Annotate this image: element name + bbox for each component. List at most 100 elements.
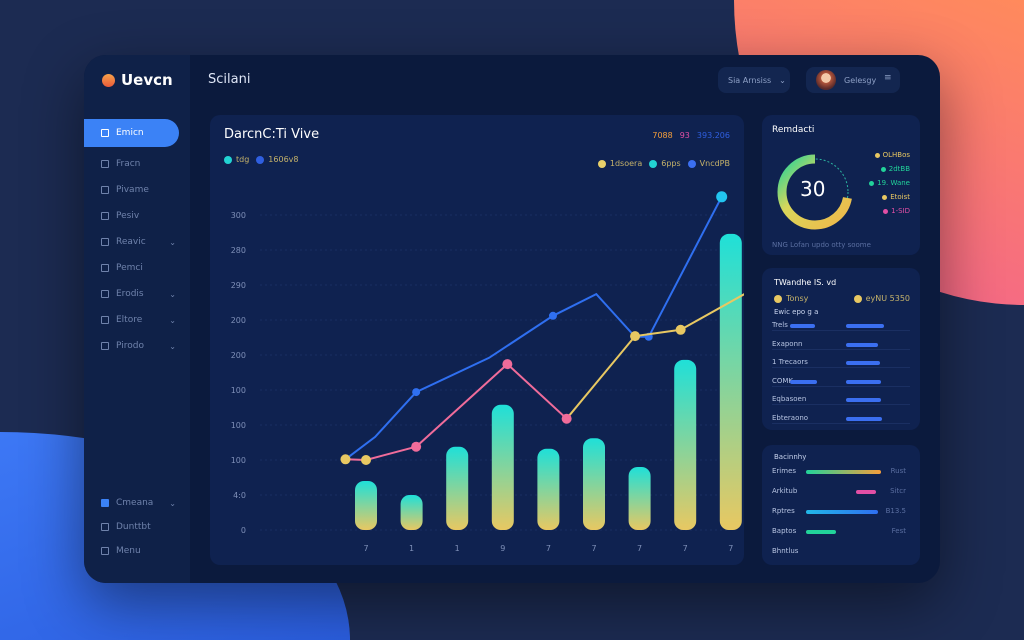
line-marker bbox=[502, 359, 513, 370]
row-value: Rust bbox=[890, 467, 906, 475]
row-label: Exaponn bbox=[772, 339, 803, 348]
legend-label: 2dtBB bbox=[888, 165, 910, 173]
chevron-down-icon: ⌄ bbox=[169, 341, 176, 351]
legend-item: eyNU 5350 bbox=[853, 294, 910, 303]
user-menu[interactable]: Gelesgy bbox=[806, 67, 900, 93]
x-tick-label: 7 bbox=[728, 544, 733, 553]
legend-item: 1dsoera bbox=[597, 159, 643, 168]
dropdown-value: Sia Arnsiss bbox=[728, 75, 772, 85]
legend-dot bbox=[649, 159, 658, 168]
list-card: TWandhe IS. vd Tonsy eyNU 5350 Ewic epo g… bbox=[762, 268, 920, 430]
nav-icon bbox=[101, 342, 109, 350]
sidebar-item-label: Pemci bbox=[116, 263, 143, 273]
list-row[interactable]: Ebteraono bbox=[772, 414, 910, 424]
sidebar-bottom-item[interactable]: Dunttbt bbox=[84, 515, 190, 539]
bar bbox=[628, 467, 651, 530]
legend-item: VncdPB bbox=[687, 159, 730, 168]
list-row[interactable]: Exaponn bbox=[772, 340, 910, 350]
bar bbox=[400, 495, 423, 530]
legend-label: 19. Wane bbox=[877, 179, 910, 187]
legend-label: tdg bbox=[236, 155, 250, 164]
sidebar-item[interactable]: Pesiv bbox=[84, 204, 190, 228]
nav-icon bbox=[101, 212, 109, 220]
logo: Uevcn bbox=[102, 71, 173, 89]
sidebar-bottom-item[interactable]: Menu bbox=[84, 539, 190, 563]
sidebar-item-label: Reavic bbox=[116, 237, 146, 247]
list-row[interactable]: Eqbasoen bbox=[772, 395, 910, 405]
summary-value: 393.206 bbox=[696, 131, 730, 140]
legend-label: 1-SID bbox=[891, 207, 910, 215]
legend-label: Tonsy bbox=[786, 294, 809, 303]
sidebar-item[interactable]: Emicn bbox=[84, 119, 179, 147]
y-tick-label: 100 bbox=[231, 386, 246, 395]
gauge-legend-item: Etoist bbox=[882, 193, 910, 201]
line-segment bbox=[565, 335, 636, 420]
nav-icon bbox=[101, 290, 109, 298]
row-label: COMK bbox=[772, 376, 794, 385]
line-marker bbox=[548, 311, 557, 320]
progress-bar bbox=[806, 470, 881, 474]
bar bbox=[537, 448, 560, 530]
x-tick-label: 7 bbox=[637, 544, 642, 553]
sidebar-item[interactable]: Pirodo ⌄ bbox=[84, 334, 190, 358]
progress-row: Arkitub Sitcr bbox=[772, 487, 910, 497]
sidebar-bottom-item[interactable]: Cmeana ⌄ bbox=[84, 491, 190, 515]
sidebar-item[interactable]: Eltore ⌄ bbox=[84, 308, 190, 332]
x-tick-label: 7 bbox=[546, 544, 551, 553]
row-label: Bhntlus bbox=[772, 547, 799, 555]
row-value: Fest bbox=[891, 527, 906, 535]
nav-icon bbox=[101, 499, 109, 507]
y-tick-label: 0 bbox=[241, 526, 246, 535]
legend-label: OLHBos bbox=[882, 151, 910, 159]
list-row[interactable]: Trels bbox=[772, 321, 910, 331]
legend-label: Etoist bbox=[890, 193, 910, 201]
row-label: 1 Trecaors bbox=[772, 358, 808, 366]
y-tick-label: 200 bbox=[231, 316, 246, 325]
chevron-down-icon: ⌄ bbox=[169, 498, 176, 508]
sidebar-item[interactable]: Pemci bbox=[84, 256, 190, 280]
menu-icon[interactable]: ≡ bbox=[884, 73, 892, 83]
legend-label: VncdPB bbox=[699, 159, 730, 168]
filter-dropdown[interactable]: Sia Arnsiss ⌄ bbox=[718, 67, 790, 93]
sidebar-item[interactable]: Pivame bbox=[84, 178, 190, 202]
bar-b bbox=[846, 398, 882, 402]
line-segment bbox=[680, 293, 744, 331]
app-window: Uevcn Emicn Fracn Pivame Pesiv Reavic ⌄ Pemci E… bbox=[84, 55, 940, 583]
sidebar-item-label: Dunttbt bbox=[116, 522, 151, 532]
bar bbox=[583, 438, 605, 530]
legend-label: 1dsoera bbox=[609, 159, 643, 168]
chevron-down-icon: ⌄ bbox=[169, 289, 176, 299]
list-row[interactable]: 1 Trecaors bbox=[772, 358, 910, 368]
sidebar-item-label: Pesiv bbox=[116, 211, 140, 221]
gauge-arc bbox=[777, 154, 853, 230]
row-divider bbox=[772, 385, 910, 387]
sidebar-item-label: Menu bbox=[116, 546, 141, 556]
chart-title: DarcnC:Ti Vive bbox=[224, 127, 320, 142]
list-subtitle: Ewic epo g a bbox=[774, 308, 819, 316]
sidebar: Uevcn Emicn Fracn Pivame Pesiv Reavic ⌄ Pemci E… bbox=[84, 55, 190, 583]
progress-card: Bacinnhy Erimes Rust Arkitub Sitcr Rptres B13… bbox=[762, 445, 920, 565]
sidebar-item[interactable]: Erodis ⌄ bbox=[84, 282, 190, 306]
y-tick-label: 290 bbox=[231, 281, 246, 290]
row-label: Baptos bbox=[772, 527, 797, 535]
list-row[interactable]: COMK bbox=[772, 377, 910, 387]
line-marker bbox=[340, 454, 351, 465]
gauge-legend-item: 2dtBB bbox=[880, 165, 910, 173]
progress-row: Erimes Rust bbox=[772, 467, 910, 477]
sidebar-item[interactable]: Reavic ⌄ bbox=[84, 230, 190, 254]
gauge-track bbox=[781, 158, 849, 226]
legend-label: 1606v8 bbox=[268, 155, 299, 164]
gauge-value: 30 bbox=[800, 177, 826, 201]
gauge-card: Remdacti 30 OLHBos 2dtBB 19. Wane Etoist 1-S… bbox=[762, 115, 920, 255]
gauge-footer: NNG Lofan updo otty soome bbox=[772, 241, 871, 249]
main-chart-card: 04:01001001002002002902803007119777773 D… bbox=[210, 115, 744, 565]
legend-dot bbox=[880, 166, 886, 172]
row-value: B13.5 bbox=[885, 507, 906, 515]
legend-label: 6pps bbox=[661, 159, 681, 168]
avatar bbox=[816, 70, 836, 90]
line-series-blue bbox=[344, 196, 723, 461]
chevron-down-icon: ⌄ bbox=[169, 237, 176, 247]
legend-dot bbox=[869, 180, 875, 186]
sidebar-item[interactable]: Fracn bbox=[84, 152, 190, 176]
x-tick-label: 1 bbox=[409, 544, 414, 553]
